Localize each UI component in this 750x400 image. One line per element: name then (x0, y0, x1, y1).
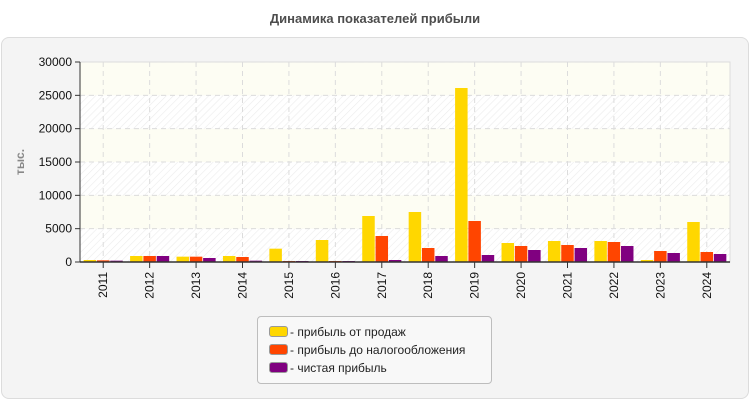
y-axis-label: тыс. (13, 149, 27, 175)
bar (574, 248, 588, 262)
bar (561, 245, 574, 262)
chart-title: Динамика показателей прибыли (269, 11, 481, 26)
x-tick-label: 2021 (561, 272, 575, 299)
x-tick-label: 2020 (514, 272, 528, 299)
gridlines (80, 61, 730, 262)
bar (547, 241, 561, 262)
bar (203, 258, 216, 262)
bar (620, 246, 634, 262)
bar (481, 255, 495, 262)
x-tick-label: 2023 (653, 272, 667, 299)
y-tick-label: 10000 (39, 188, 73, 202)
bar (143, 256, 156, 262)
x-tick-label: 2016 (328, 272, 342, 299)
y-tick-label: 20000 (39, 122, 73, 136)
plot-background (79, 61, 731, 263)
bar (700, 252, 714, 262)
y-tick-label: 15000 (39, 155, 73, 169)
legend: - прибыль от продаж - прибыль до налогоо… (257, 316, 492, 384)
bar (130, 256, 143, 262)
bar (189, 256, 203, 262)
bar (667, 253, 680, 262)
x-tick-label: 2012 (143, 272, 157, 299)
bar (96, 260, 110, 262)
y-tick-label: 30000 (39, 55, 73, 69)
x-tick-label: 2013 (189, 272, 203, 299)
bar (455, 88, 468, 262)
bar (435, 256, 448, 262)
x-tick-label: 2014 (236, 272, 250, 299)
bar (501, 243, 515, 262)
bar (528, 250, 541, 262)
bar (176, 256, 190, 262)
x-tick-label: 2018 (421, 272, 435, 299)
bar (421, 248, 435, 262)
x-tick-label: 2017 (375, 272, 389, 299)
bar (640, 260, 654, 262)
x-tick-label: 2024 (700, 272, 714, 299)
y-tick-label: 25000 (39, 88, 73, 102)
legend-item-net-profit: - чистая прибыль (269, 361, 387, 375)
y-tick-label: 0 (65, 255, 72, 269)
bar (362, 216, 375, 262)
bar (269, 248, 282, 262)
bar (156, 256, 170, 262)
bar (607, 242, 621, 262)
bar (654, 251, 667, 262)
x-tick-label: 2022 (607, 272, 621, 299)
bar (687, 222, 700, 262)
legend-item-pretax-profit: - прибыль до налогообложения (269, 343, 465, 357)
legend-item-sales-profit: - прибыль от продаж (269, 325, 406, 339)
y-tick-label: 5000 (45, 222, 72, 236)
bar (315, 240, 329, 262)
bars (83, 88, 727, 262)
legend-swatch-icon (269, 362, 288, 374)
bar (222, 256, 236, 262)
bar (468, 221, 481, 262)
x-tick-label: 2011 (96, 272, 110, 298)
legend-swatch-icon (269, 344, 288, 356)
bar (236, 257, 249, 262)
bar (514, 246, 528, 262)
axes: 0 5000 10000 15000 20000 25000 30000 2011 2012 20… (39, 55, 730, 299)
bar (375, 236, 389, 262)
bar (83, 260, 97, 262)
bar (408, 212, 422, 262)
x-tick-label: 2015 (282, 272, 296, 299)
bar (713, 254, 727, 262)
bar (594, 241, 607, 262)
legend-swatch-icon (269, 326, 288, 338)
x-tick-label: 2019 (468, 272, 482, 299)
bar (388, 260, 402, 262)
